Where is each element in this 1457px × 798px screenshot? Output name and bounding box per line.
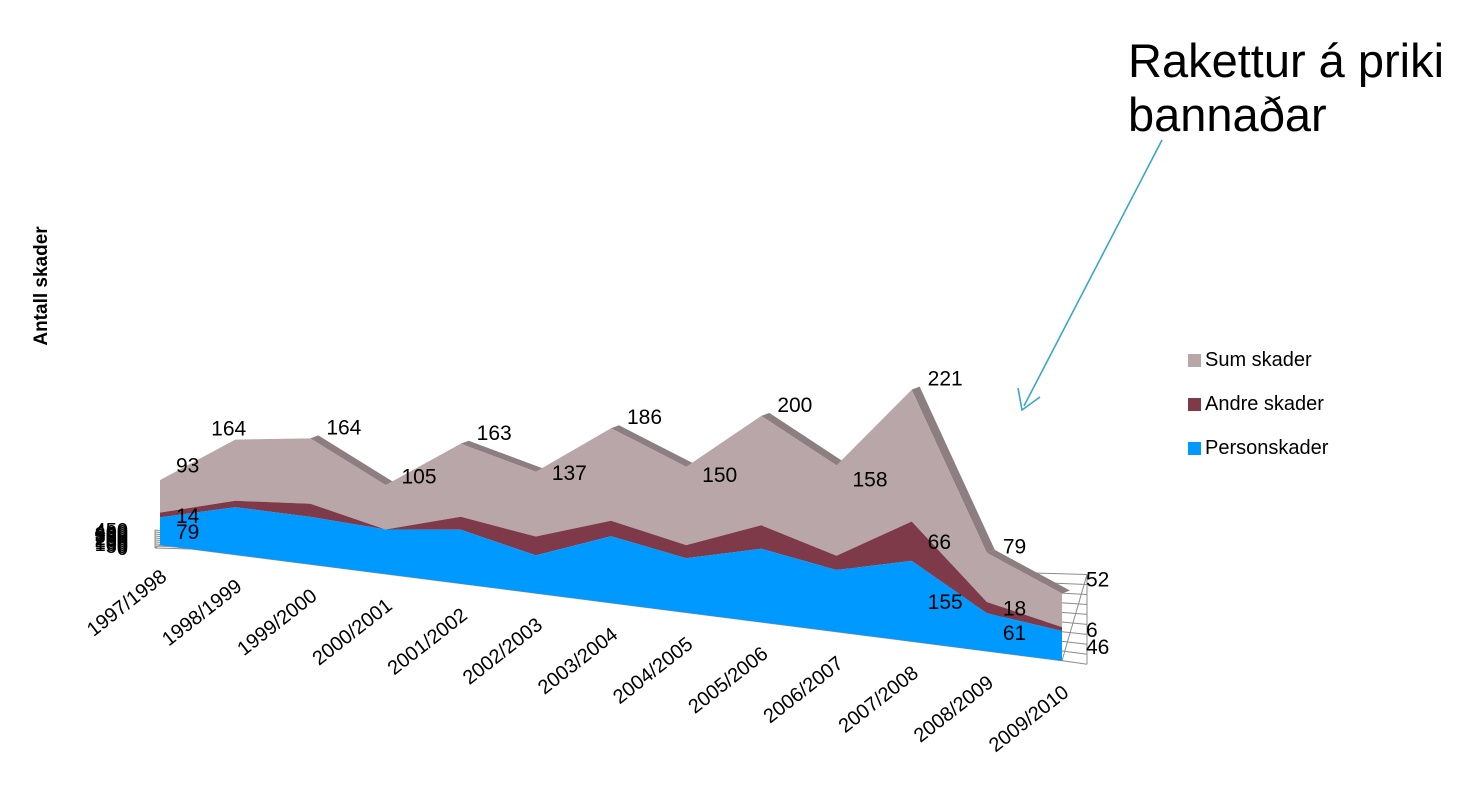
- legend-item: Sum skader: [1188, 338, 1328, 382]
- area-sum-skader: [160, 389, 1062, 628]
- data-label-2-6: 186: [627, 406, 662, 429]
- y-tick-label: 100: [95, 534, 128, 556]
- x-tick-label: 2007/2008: [835, 662, 923, 738]
- data-label-2-9: 158: [853, 469, 888, 492]
- x-tick-label: 2006/2007: [760, 652, 848, 728]
- data-label-2-1: 164: [211, 418, 246, 441]
- x-tick-label: 2002/2003: [459, 614, 547, 690]
- x-tick-label: 1998/1999: [158, 575, 246, 651]
- x-tick-label: 1999/2000: [233, 585, 321, 661]
- annotation: Rakettur á priki bannaðar: [1128, 34, 1457, 142]
- y-tick-label: 150: [95, 532, 128, 554]
- depth-face: [460, 440, 544, 472]
- data-label-0-0: 79: [176, 521, 199, 544]
- data-label-2-3: 105: [402, 465, 437, 488]
- x-tick-label: 1997/1998: [83, 566, 171, 642]
- x-tick-label: 2008/2009: [910, 672, 998, 748]
- floor-right-edge: [1061, 574, 1088, 661]
- annotation-line-2: bannaðar: [1128, 88, 1327, 141]
- data-label-2-5: 137: [552, 462, 587, 485]
- depth-face: [310, 435, 394, 486]
- data-label-2-2: 164: [326, 416, 361, 439]
- y-tick-label: 400: [95, 522, 128, 544]
- y-tick-label: 50: [106, 536, 128, 558]
- annotation-arrow-head: [1017, 387, 1041, 412]
- x-tick-label: 2001/2002: [384, 604, 472, 680]
- depth-face: [986, 549, 1070, 594]
- data-label-2-10: 221: [928, 368, 963, 391]
- x-tick-label: 2004/2005: [609, 633, 697, 709]
- x-tick-label: 2003/2004: [534, 623, 622, 699]
- floor-left-edge: [154, 544, 161, 549]
- x-tick-label: 2005/2006: [684, 643, 772, 719]
- y-tick-label: 350: [95, 524, 128, 546]
- y-tick-label: 250: [95, 528, 128, 550]
- legend-swatch: [1188, 441, 1201, 455]
- legend: Sum skader Andre skader Personskader: [1188, 338, 1328, 470]
- legend-swatch: [1188, 353, 1201, 367]
- legend-item: Personskader: [1188, 426, 1328, 470]
- legend-item: Andre skader: [1188, 382, 1328, 426]
- data-label-1-10: 66: [928, 531, 951, 554]
- area-andre-skader: [160, 500, 1062, 631]
- depth-face: [911, 386, 995, 553]
- data-label-2-4: 163: [477, 422, 512, 445]
- legend-swatch: [1188, 397, 1201, 411]
- annotation-line-1: Rakettur á priki: [1128, 34, 1445, 87]
- legend-label: Andre skader: [1205, 392, 1324, 415]
- legend-label: Personskader: [1205, 436, 1329, 459]
- y-tick-label: 200: [95, 530, 128, 552]
- data-label-2-11: 79: [1003, 535, 1026, 558]
- data-label-0-12: 46: [1086, 636, 1109, 659]
- data-label-0-11: 61: [1003, 622, 1026, 645]
- depth-face: [761, 412, 845, 466]
- data-label-2-8: 200: [777, 394, 812, 417]
- x-tick-label: 2000/2001: [309, 595, 397, 671]
- data-label-2-12: 52: [1086, 568, 1109, 591]
- annotation-arrow-shaft: [1023, 139, 1163, 407]
- depth-face: [611, 425, 695, 467]
- data-label-2-0: 93: [176, 454, 199, 477]
- data-label-1-11: 18: [1003, 598, 1026, 621]
- data-label-1-0: 14: [176, 505, 200, 528]
- data-label-0-10: 155: [928, 591, 963, 614]
- y-tick-label: 0: [117, 538, 128, 560]
- data-label-2-7: 150: [702, 464, 737, 487]
- data-label-1-12: 6: [1086, 619, 1098, 642]
- y-tick-label: 300: [95, 526, 128, 548]
- y-axis-label: Antall skader: [31, 226, 52, 346]
- legend-label: Sum skader: [1205, 348, 1312, 371]
- x-tick-label: 2009/2010: [985, 681, 1073, 757]
- area-personskader: [160, 507, 1062, 661]
- y-tick-label: 450: [95, 520, 128, 542]
- series-depth-shading: [310, 386, 1070, 594]
